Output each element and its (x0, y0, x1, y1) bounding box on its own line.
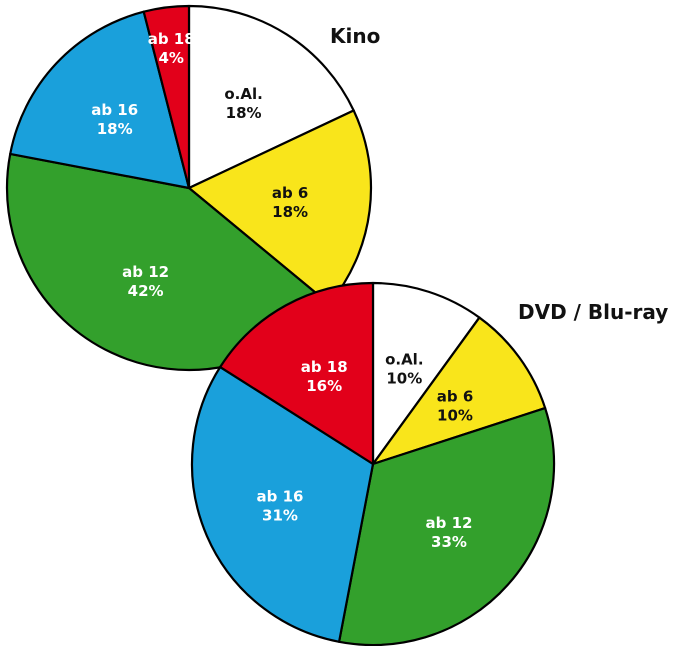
kino-slice-category: ab 16 (91, 101, 138, 119)
dvd-slice-category: ab 18 (301, 358, 348, 376)
pie-kino: o.Al. 18%ab 6 18%ab 12 42%ab 16 18%ab 18 4% (5, 4, 373, 372)
dvd-slice-label: ab 6 10% (437, 387, 474, 424)
kino-slice-percent: 18% (97, 120, 133, 138)
kino-slice-category: ab 12 (122, 263, 169, 281)
dvd-slice-ab-12 (337, 406, 556, 646)
dvd-slice-category: o.Al. (385, 351, 423, 369)
dvd-slice-percent: 33% (431, 533, 467, 551)
kino-slice-label: ab 6 18% (272, 184, 309, 221)
kino-slice-ab-18 (142, 4, 191, 190)
kino-slice-label: ab 12 42% (122, 263, 169, 300)
kino-slice-percent: 18% (226, 104, 262, 122)
kino-slice-percent: 18% (272, 203, 308, 221)
dvd-slice-percent: 16% (306, 377, 342, 395)
kino-slice-category: ab 6 (272, 184, 309, 202)
dvd-slice-percent: 10% (437, 406, 473, 424)
kino-slice-label: ab 16 18% (91, 101, 138, 138)
kino-title: Kino (330, 24, 380, 48)
kino-slice-percent: 42% (128, 282, 164, 300)
dvd-bluray-title: DVD / Blu-ray (518, 300, 668, 324)
kino-slice-ab-16 (9, 10, 191, 190)
pie-dvd-bluray: o.Al. 10%ab 6 10%ab 12 33%ab 16 31%ab 18 16% (190, 281, 556, 646)
dvd-slice-label: o.Al. 10% (385, 351, 423, 388)
kino-slice-category: ab 18 (148, 30, 195, 48)
dvd-slice-percent: 31% (262, 506, 298, 524)
kino-slice-category: o.Al. (224, 85, 262, 103)
dvd-slice-ab-18 (219, 281, 375, 466)
dvd-slice-ab-6 (371, 316, 547, 466)
dvd-slice-percent: 10% (386, 370, 422, 388)
kino-slice-label: ab 18 4% (148, 30, 195, 67)
dvd-slice-label: ab 12 33% (426, 514, 473, 551)
kino-slice-label: o.Al. 18% (224, 85, 262, 122)
dvd-slice-o-al (371, 281, 481, 466)
dvd-slice-category: ab 12 (426, 514, 473, 532)
dvd-slice-category: ab 6 (437, 387, 474, 405)
dvd-slice-category: ab 16 (257, 487, 304, 505)
kino-slice-o-al (187, 4, 355, 190)
kino-slice-percent: 4% (158, 49, 183, 67)
dvd-slice-label: ab 18 16% (301, 358, 348, 395)
dvd-slice-label: ab 16 31% (257, 487, 304, 524)
